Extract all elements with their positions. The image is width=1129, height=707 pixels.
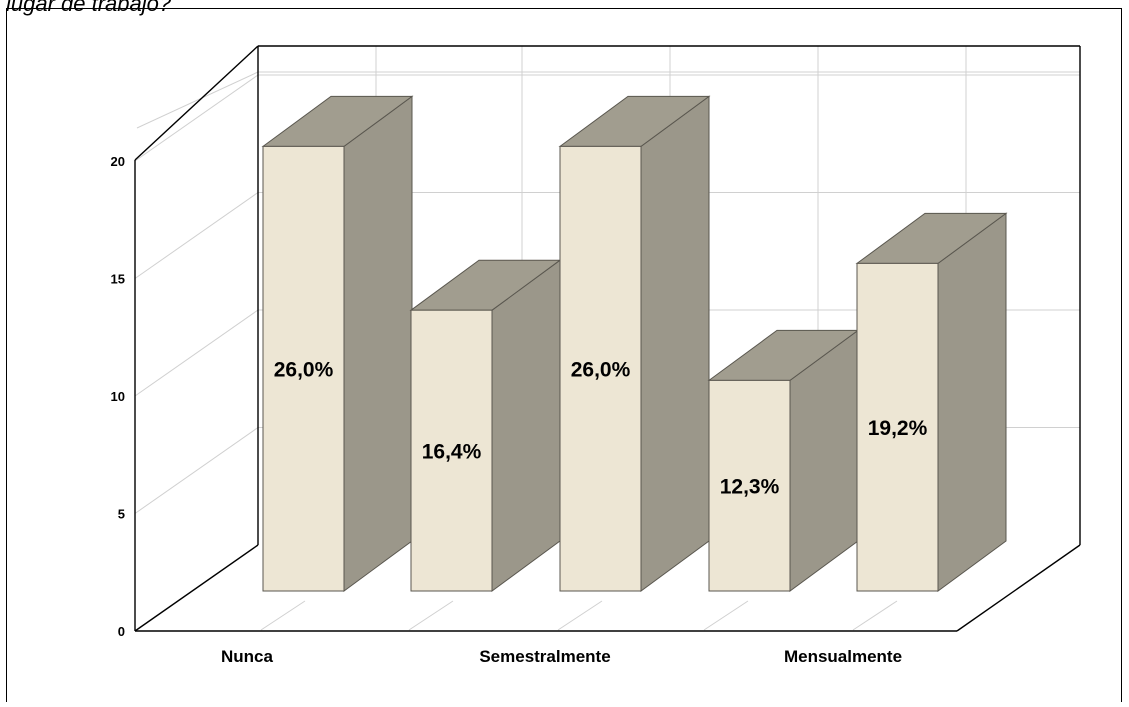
bar-side-4 <box>937 212 1007 592</box>
gridline-floor-1 <box>408 600 454 631</box>
bar-side-0 <box>343 95 413 592</box>
data-label-3: 12,3% <box>720 476 780 499</box>
category-label-0: Nunca <box>221 647 274 666</box>
axes <box>134 45 1081 632</box>
bar-side-2 <box>640 95 710 592</box>
bar-0 <box>261 95 414 592</box>
bar-front-4 <box>856 262 939 592</box>
axis-top-side <box>134 45 259 161</box>
data-label-2: 26,0% <box>571 359 631 382</box>
bar-1 <box>409 259 562 592</box>
gridline-floor-2 <box>557 600 603 631</box>
bar-front-1 <box>410 309 493 592</box>
gridline-side-2 <box>134 309 259 397</box>
bar-side-1 <box>491 259 561 592</box>
axis-floor-right <box>956 544 1081 632</box>
y-tick-label-0: 0 <box>118 624 125 639</box>
category-label-2: Mensualmente <box>784 647 902 666</box>
gridline-side-4 <box>134 74 259 162</box>
data-label-1: 16,4% <box>422 441 482 464</box>
y-tick-label-20: 20 <box>111 154 125 169</box>
gridline-floor-0 <box>260 600 306 631</box>
category-label-1: Semestralmente <box>479 647 610 666</box>
data-label-0: 26,0% <box>274 359 334 382</box>
gridline-side-top <box>136 71 259 129</box>
y-tick-label-15: 15 <box>111 272 125 287</box>
category-labels: Nunca Semestralmente Mensualmente <box>221 647 902 666</box>
y-tick-label-5: 5 <box>118 507 125 522</box>
bar-2 <box>558 95 711 592</box>
data-labels: 26,0% 16,4% 26,0% 12,3% 19,2% <box>274 359 928 499</box>
bar-front-3 <box>708 379 791 592</box>
bar-4 <box>855 212 1008 592</box>
gridline-floor-4 <box>852 600 898 631</box>
axis-floor-left <box>134 544 259 632</box>
chart-frame <box>6 8 1122 707</box>
bars <box>261 95 1008 592</box>
data-label-4: 19,2% <box>868 417 928 440</box>
chart-caption: lugar de trabajo? <box>6 0 172 16</box>
y-tick-labels: 0 5 10 15 20 <box>111 154 125 639</box>
bar-3 <box>707 329 860 592</box>
bar-front-2 <box>559 145 642 592</box>
gridline-floor-3 <box>703 600 749 631</box>
gridline-side-1 <box>134 427 259 514</box>
bar-front-0 <box>262 145 345 592</box>
gridline-side-3 <box>134 192 259 279</box>
y-tick-label-10: 10 <box>111 389 125 404</box>
outer-frame <box>6 8 1122 707</box>
